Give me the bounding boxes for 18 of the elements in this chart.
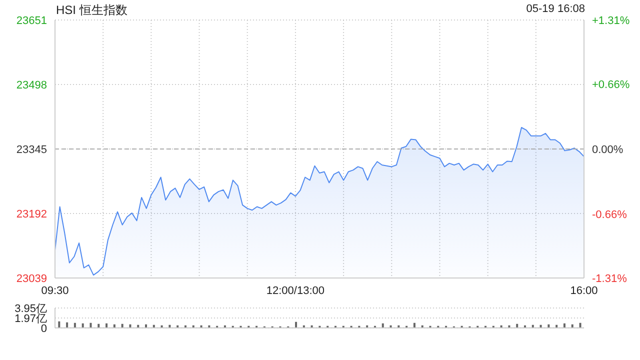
x-tick-label: 09:30 xyxy=(41,284,69,297)
y-tick-label: 23039 xyxy=(16,273,47,285)
x-tick-label: 16:00 xyxy=(570,284,598,297)
y2-tick-label: +1.31% xyxy=(592,15,630,27)
y-tick-label: 23651 xyxy=(16,15,47,27)
y-tick-label: 0 xyxy=(40,322,47,335)
y-tick-label: 23345 xyxy=(16,144,47,156)
y2-tick-label: 0.00% xyxy=(592,144,624,156)
y2-tick-label: -1.31% xyxy=(592,273,628,285)
y-tick-label: 23498 xyxy=(16,80,47,92)
chart-subtitle: 05-19 16:08 xyxy=(526,3,585,15)
y2-tick-label: +0.66% xyxy=(592,79,630,92)
y-tick-label: 1.97亿 xyxy=(14,312,47,325)
y-tick-label: 23192 xyxy=(16,208,47,220)
y-tick-label: 3.95亿 xyxy=(14,302,47,315)
x-tick-label: 12:00/13:00 xyxy=(266,284,325,297)
chart-title: HSI 恒生指数 xyxy=(56,2,128,19)
y2-tick-label: -0.66% xyxy=(592,208,628,221)
